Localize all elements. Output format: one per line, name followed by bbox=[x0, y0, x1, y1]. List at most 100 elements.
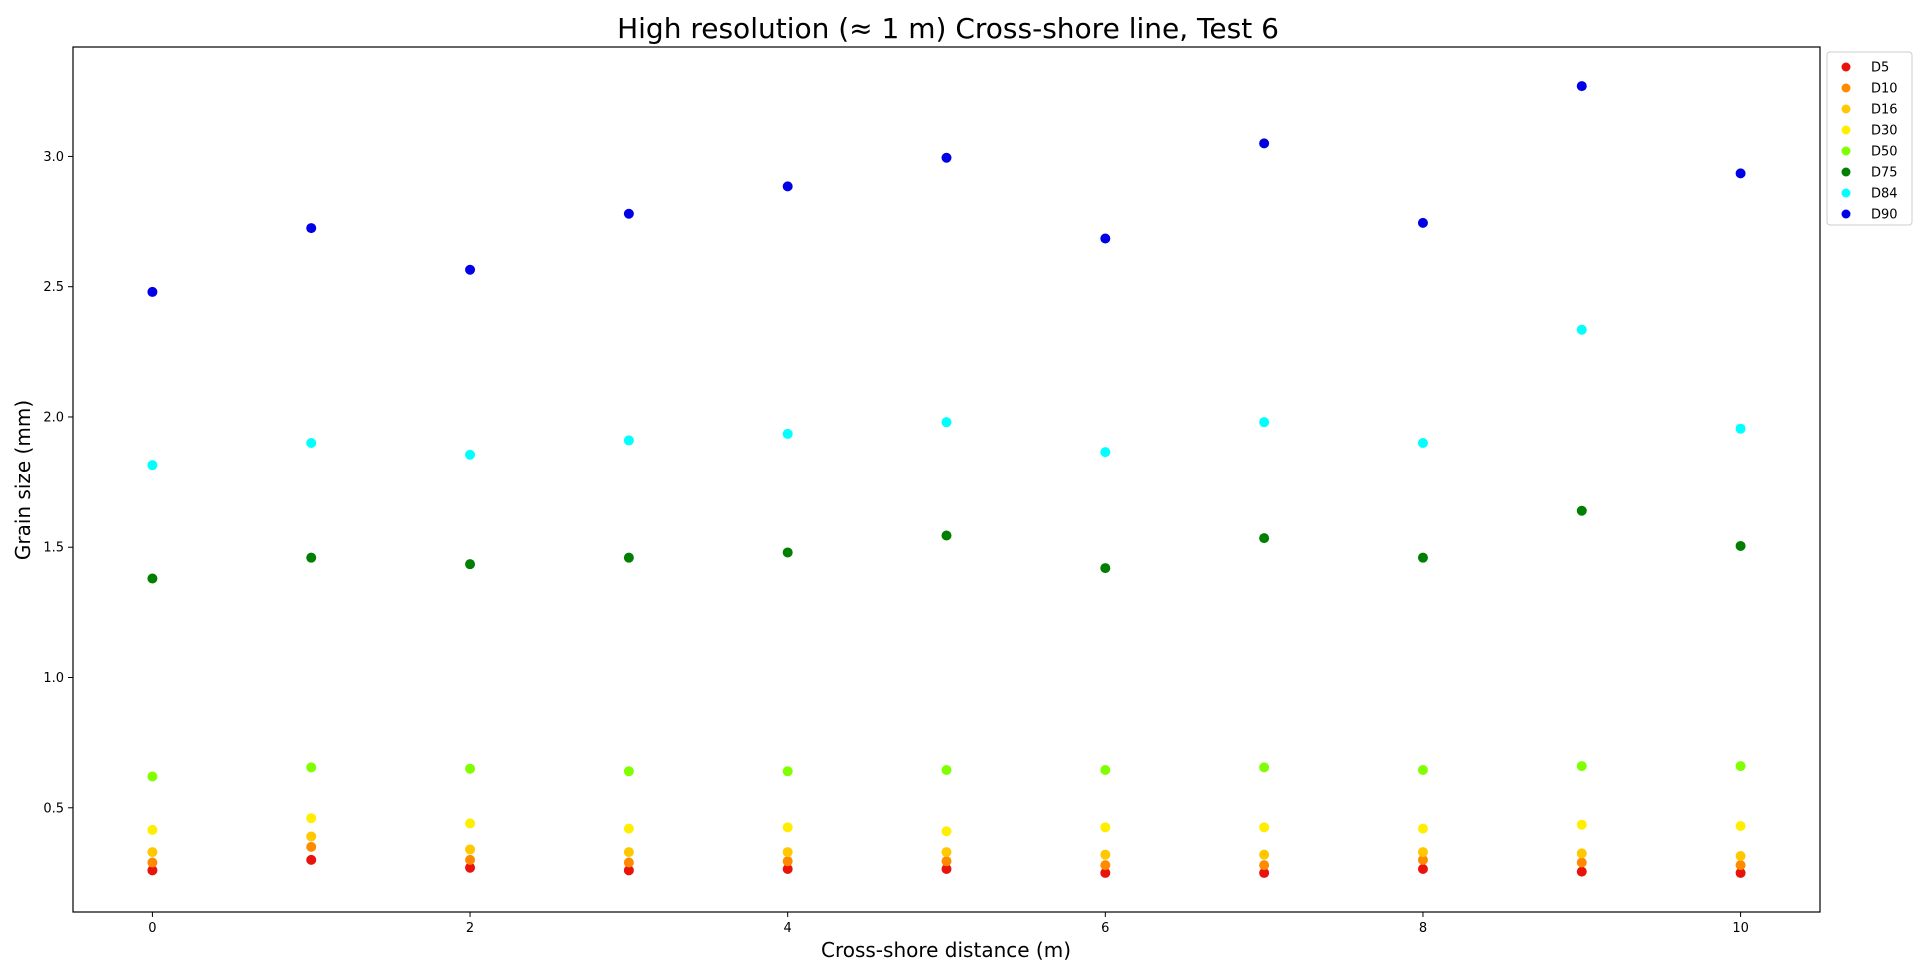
data-point bbox=[1259, 849, 1270, 860]
data-point bbox=[306, 552, 317, 563]
legend-box bbox=[1826, 51, 1913, 226]
data-point bbox=[306, 223, 317, 234]
data-point bbox=[465, 818, 476, 829]
y-tick-label: 2.0 bbox=[43, 410, 64, 425]
series-d75 bbox=[147, 505, 1746, 584]
data-point bbox=[782, 856, 793, 867]
data-point bbox=[1259, 533, 1270, 544]
data-point bbox=[1417, 823, 1428, 834]
data-point bbox=[1259, 867, 1270, 878]
data-point bbox=[1259, 860, 1270, 871]
plot-area bbox=[72, 46, 1821, 913]
x-tick-label: 6 bbox=[1101, 921, 1109, 936]
y-tick-label: 1.5 bbox=[43, 541, 64, 556]
data-point bbox=[623, 435, 634, 446]
legend-item: D30 bbox=[1841, 124, 1898, 139]
legend-item: D5 bbox=[1841, 61, 1889, 76]
series-d5 bbox=[147, 854, 1746, 878]
data-points bbox=[147, 81, 1746, 878]
legend-label: D5 bbox=[1871, 61, 1889, 76]
data-point bbox=[1259, 138, 1270, 149]
data-point bbox=[465, 844, 476, 855]
data-point bbox=[1417, 864, 1428, 875]
data-point bbox=[1100, 233, 1111, 244]
data-point bbox=[623, 823, 634, 834]
data-point bbox=[1100, 765, 1111, 776]
data-point bbox=[147, 824, 158, 835]
data-point bbox=[1576, 866, 1587, 877]
data-point bbox=[1100, 822, 1111, 833]
data-point bbox=[1100, 849, 1111, 860]
data-point bbox=[1735, 860, 1746, 871]
data-point bbox=[1417, 854, 1428, 865]
data-point bbox=[941, 826, 952, 837]
x-tick-label: 4 bbox=[784, 921, 792, 936]
legend: D5 D10 D16 D30 D50 D75 D84 D90 bbox=[1826, 51, 1913, 226]
data-point bbox=[782, 547, 793, 558]
data-point bbox=[623, 847, 634, 858]
y-axis-label: Grain size (mm) bbox=[11, 400, 35, 560]
legend-marker bbox=[1841, 167, 1851, 177]
series-d84 bbox=[147, 324, 1746, 471]
legend-label: D16 bbox=[1871, 103, 1898, 118]
data-point bbox=[1100, 867, 1111, 878]
data-point bbox=[465, 862, 476, 873]
data-point bbox=[941, 856, 952, 867]
legend-marker bbox=[1841, 146, 1851, 156]
legend-label: D30 bbox=[1871, 124, 1898, 139]
data-point bbox=[306, 854, 317, 865]
series-d30 bbox=[147, 813, 1746, 837]
legend-marker bbox=[1841, 62, 1851, 72]
data-point bbox=[1576, 761, 1587, 772]
data-point bbox=[1576, 819, 1587, 830]
data-point bbox=[306, 438, 317, 449]
data-point bbox=[306, 831, 317, 842]
data-point bbox=[1417, 217, 1428, 228]
data-point bbox=[782, 766, 793, 777]
y-tick-label: 1.0 bbox=[43, 671, 64, 686]
data-point bbox=[1735, 867, 1746, 878]
legend-item: D10 bbox=[1841, 82, 1898, 97]
data-point bbox=[306, 813, 317, 824]
data-point bbox=[1735, 168, 1746, 179]
legend-marker bbox=[1841, 83, 1851, 93]
data-point bbox=[623, 766, 634, 777]
data-point bbox=[147, 865, 158, 876]
series-d50 bbox=[147, 761, 1746, 782]
data-point bbox=[1735, 423, 1746, 434]
data-point bbox=[941, 864, 952, 875]
data-point bbox=[147, 847, 158, 858]
data-point bbox=[465, 449, 476, 460]
legend-item: D84 bbox=[1841, 187, 1898, 202]
data-point bbox=[941, 847, 952, 858]
legend-item: D16 bbox=[1841, 103, 1898, 118]
y-axis: 0.5 1.0 1.5 2.0 2.5 3.0 bbox=[43, 150, 73, 816]
data-point bbox=[1576, 848, 1587, 859]
data-point bbox=[623, 208, 634, 219]
legend-label: D75 bbox=[1871, 166, 1898, 181]
data-point bbox=[147, 573, 158, 584]
data-point bbox=[1259, 822, 1270, 833]
data-point bbox=[1417, 552, 1428, 563]
legend-label: D10 bbox=[1871, 82, 1898, 97]
legend-marker bbox=[1841, 125, 1851, 135]
data-point bbox=[147, 857, 158, 868]
x-tick-label: 8 bbox=[1419, 921, 1427, 936]
legend-marker bbox=[1841, 188, 1851, 198]
data-point bbox=[941, 152, 952, 163]
data-point bbox=[1259, 417, 1270, 428]
data-point bbox=[465, 264, 476, 275]
data-point bbox=[782, 181, 793, 192]
data-point bbox=[623, 857, 634, 868]
data-point bbox=[1100, 447, 1111, 458]
data-point bbox=[147, 286, 158, 297]
legend-marker bbox=[1841, 104, 1851, 114]
x-tick-label: 10 bbox=[1732, 921, 1749, 936]
legend-item: D90 bbox=[1841, 208, 1898, 223]
chart-title: High resolution (≈ 1 m) Cross-shore line… bbox=[617, 12, 1279, 45]
legend-item: D50 bbox=[1841, 145, 1898, 160]
data-point bbox=[782, 428, 793, 439]
data-point bbox=[465, 854, 476, 865]
data-point bbox=[623, 552, 634, 563]
